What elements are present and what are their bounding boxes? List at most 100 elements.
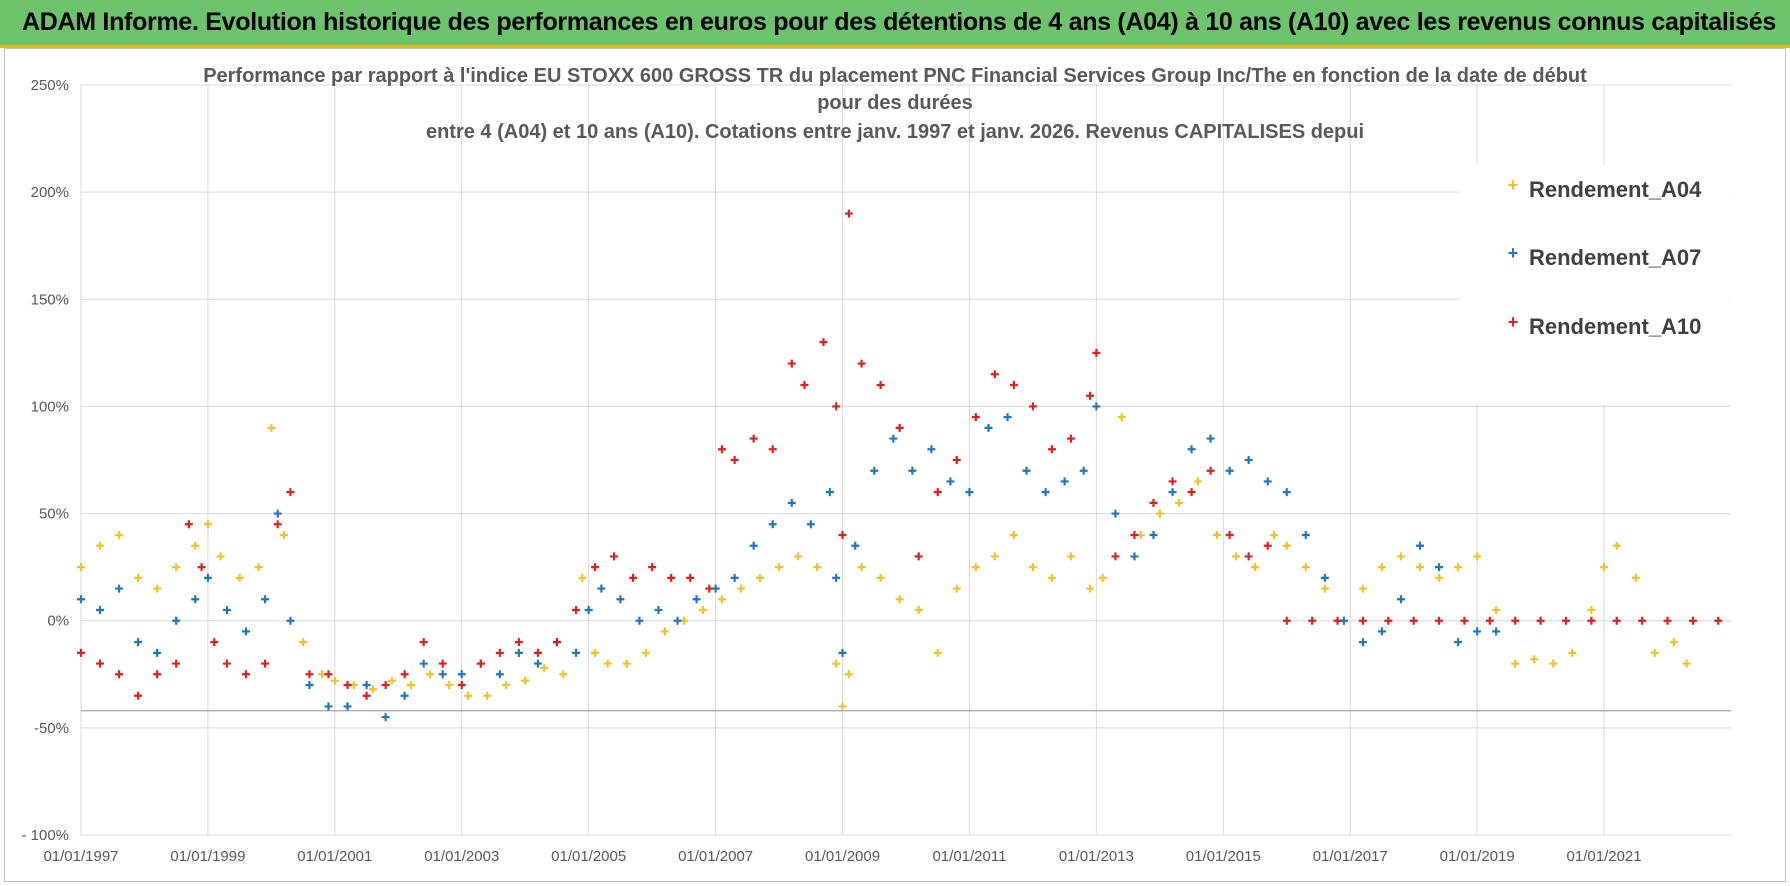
data-point — [216, 552, 225, 561]
legend-marker-a07: + — [1508, 243, 1519, 263]
data-point — [273, 520, 282, 529]
data-point — [273, 509, 282, 518]
y-tick-label: 250% — [31, 77, 69, 94]
data-point — [153, 670, 162, 679]
data-point — [1492, 606, 1501, 614]
data-point — [1067, 434, 1075, 443]
data-point — [1688, 616, 1697, 625]
data-point — [343, 702, 352, 711]
data-point — [184, 520, 193, 529]
data-point — [876, 381, 885, 389]
data-point — [483, 691, 492, 700]
x-tick-label: 01/01/1999 — [170, 848, 245, 865]
data-point — [1333, 616, 1342, 625]
data-point — [362, 691, 371, 700]
chart-title-line-3: entre 4 (A04) et 10 ans (A10). Cotations… — [426, 121, 1364, 143]
report-header-banner: ADAM Informe. Evolution historique des p… — [0, 0, 1790, 48]
data-point — [597, 584, 606, 593]
data-point — [362, 681, 371, 689]
legend-label-a10: Rendement_A10 — [1529, 314, 1701, 339]
data-point — [952, 456, 961, 464]
data-point — [1092, 402, 1101, 411]
data-point — [1663, 616, 1672, 625]
data-point — [1435, 563, 1444, 572]
data-point — [933, 488, 942, 497]
x-tick-label: 01/01/2001 — [297, 848, 372, 865]
data-point — [1454, 563, 1463, 572]
data-point — [889, 434, 898, 443]
data-point — [572, 648, 580, 657]
data-point — [191, 595, 200, 604]
data-point — [1682, 659, 1691, 668]
data-point — [533, 659, 542, 668]
data-point — [1003, 413, 1012, 422]
data-point — [844, 670, 853, 679]
legend-background — [1460, 165, 1730, 405]
data-point — [1244, 456, 1253, 464]
data-point — [419, 638, 428, 647]
data-point — [381, 681, 390, 689]
data-point — [844, 209, 853, 218]
data-point — [464, 691, 473, 700]
data-point — [514, 648, 523, 657]
data-point — [222, 659, 231, 668]
data-point — [730, 456, 739, 464]
legend-label-a07: Rendement_A07 — [1529, 245, 1701, 270]
data-point — [172, 563, 181, 572]
legend-marker-a04: + — [1508, 175, 1519, 195]
data-point — [572, 606, 580, 614]
data-point — [870, 466, 879, 475]
data-point — [261, 659, 270, 668]
y-tick-label: 150% — [31, 291, 69, 308]
series-rendement-a04 — [77, 413, 1691, 711]
data-point — [1587, 606, 1596, 614]
y-tick-label: 0% — [47, 613, 69, 630]
data-point — [407, 681, 415, 689]
data-point — [1041, 488, 1050, 497]
data-point — [1358, 616, 1367, 625]
y-tick-label: 100% — [31, 398, 69, 415]
y-tick-label: 50% — [39, 506, 69, 523]
data-point — [629, 573, 638, 582]
data-point — [134, 638, 143, 647]
data-points — [77, 209, 1723, 722]
data-point — [895, 423, 904, 432]
data-point — [1009, 381, 1018, 389]
chart-legend: + Rendement_A04 + Rendement_A07 + Rendem… — [1508, 175, 1702, 339]
data-point — [115, 531, 124, 539]
data-point — [717, 595, 726, 604]
data-point — [1282, 541, 1291, 550]
data-point — [1511, 616, 1520, 625]
data-point — [610, 552, 619, 561]
data-point — [737, 584, 745, 593]
data-point — [838, 531, 847, 539]
data-point — [1155, 509, 1164, 518]
data-point — [1206, 466, 1215, 475]
data-point — [1320, 584, 1329, 593]
data-point — [1638, 616, 1647, 625]
data-point — [1568, 648, 1577, 657]
data-point — [1384, 616, 1393, 625]
data-point — [1435, 616, 1444, 625]
data-point — [96, 606, 105, 614]
data-point — [134, 573, 143, 582]
data-point — [819, 338, 828, 347]
data-point — [426, 670, 435, 679]
data-point — [197, 563, 206, 572]
data-point — [1416, 541, 1425, 550]
data-point — [908, 466, 917, 475]
data-point — [654, 606, 663, 614]
data-point — [1308, 616, 1317, 625]
data-point — [768, 445, 777, 454]
data-point — [476, 659, 485, 668]
data-point — [1193, 477, 1202, 486]
data-point — [1079, 466, 1088, 475]
data-point — [1206, 434, 1215, 443]
data-point — [1714, 616, 1723, 625]
data-point — [172, 659, 181, 668]
data-point — [1320, 573, 1329, 582]
data-point — [1130, 552, 1139, 561]
data-point — [1009, 531, 1018, 539]
data-point — [552, 638, 561, 647]
data-point — [203, 573, 212, 582]
